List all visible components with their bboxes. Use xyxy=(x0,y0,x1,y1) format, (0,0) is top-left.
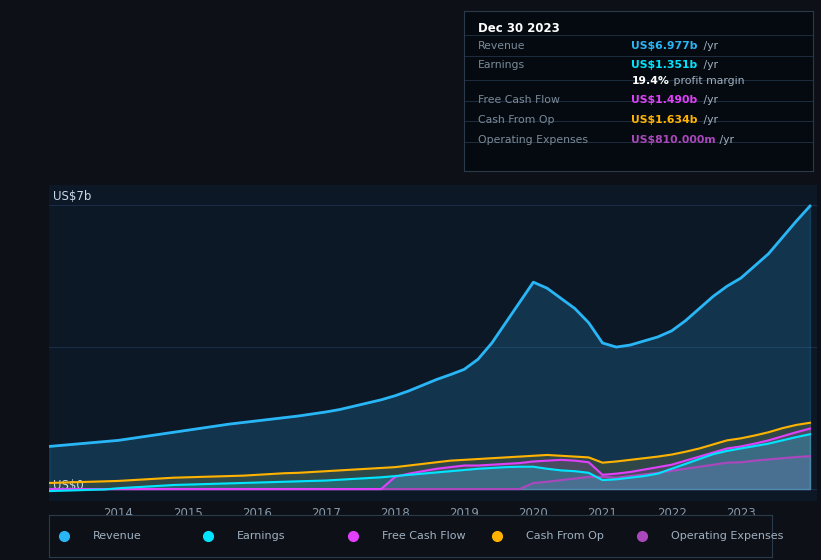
Text: Operating Expenses: Operating Expenses xyxy=(478,134,588,144)
Text: Cash From Op: Cash From Op xyxy=(478,115,554,125)
Text: US$1.634b: US$1.634b xyxy=(631,115,698,125)
Text: Free Cash Flow: Free Cash Flow xyxy=(478,95,560,105)
Text: US$6.977b: US$6.977b xyxy=(631,40,698,50)
Text: profit margin: profit margin xyxy=(670,76,744,86)
Text: /yr: /yr xyxy=(700,40,718,50)
Text: Free Cash Flow: Free Cash Flow xyxy=(382,531,466,541)
Text: Revenue: Revenue xyxy=(478,40,525,50)
Text: /yr: /yr xyxy=(700,115,718,125)
Text: US$1.351b: US$1.351b xyxy=(631,60,698,69)
Text: /yr: /yr xyxy=(700,60,718,69)
Text: 19.4%: 19.4% xyxy=(631,76,669,86)
Text: Earnings: Earnings xyxy=(237,531,286,541)
Text: US$0: US$0 xyxy=(53,479,84,492)
Text: /yr: /yr xyxy=(716,134,734,144)
Text: Revenue: Revenue xyxy=(93,531,141,541)
Text: Earnings: Earnings xyxy=(478,60,525,69)
Text: Dec 30 2023: Dec 30 2023 xyxy=(478,22,560,35)
Text: Cash From Op: Cash From Op xyxy=(526,531,604,541)
Text: US$7b: US$7b xyxy=(53,189,91,203)
Text: Operating Expenses: Operating Expenses xyxy=(671,531,783,541)
Text: US$810.000m: US$810.000m xyxy=(631,134,716,144)
Text: /yr: /yr xyxy=(700,95,718,105)
Text: US$1.490b: US$1.490b xyxy=(631,95,698,105)
